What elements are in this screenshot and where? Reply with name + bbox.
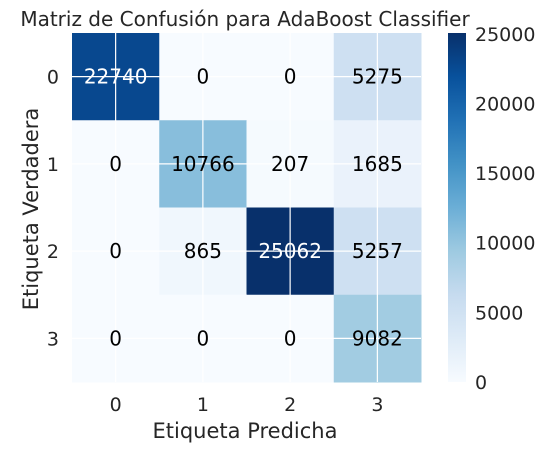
colorbar-ticks: 0 5000 10000 15000 20000 25000 bbox=[475, 24, 535, 394]
y-axis-ticks: 0 1 2 3 bbox=[47, 67, 59, 351]
cell-value-label: 0 bbox=[284, 65, 297, 89]
x-tick-label: 0 bbox=[110, 394, 122, 416]
cell-value-label: 25062 bbox=[258, 239, 322, 263]
cell-value-label: 0 bbox=[284, 326, 297, 350]
chart-title: Matriz de Confusión para AdaBoost Classi… bbox=[20, 7, 470, 31]
x-tick-label: 3 bbox=[371, 394, 383, 416]
cell-value-label: 865 bbox=[184, 239, 222, 263]
y-tick-label: 0 bbox=[47, 67, 59, 89]
cell-value-label: 10766 bbox=[171, 152, 235, 176]
colorbar-tick-label: 10000 bbox=[475, 233, 535, 255]
colorbar-tick-label: 0 bbox=[475, 372, 487, 394]
colorbar-tick-label: 20000 bbox=[475, 93, 535, 115]
colorbar: 0 5000 10000 15000 20000 25000 bbox=[448, 24, 535, 394]
colorbar-tick-label: 5000 bbox=[475, 302, 523, 324]
x-tick-label: 2 bbox=[284, 394, 296, 416]
grid-lines bbox=[72, 33, 421, 382]
cell-value-label: 1685 bbox=[352, 152, 403, 176]
x-axis-label: Etiqueta Predicha bbox=[153, 419, 338, 443]
cell-value-label: 0 bbox=[109, 326, 122, 350]
y-tick-label: 2 bbox=[47, 241, 59, 263]
cell-value-label: 0 bbox=[109, 152, 122, 176]
colorbar-tick-label: 25000 bbox=[475, 24, 535, 46]
cell-value-labels: 22740 0 0 5275 0 10766 207 1685 0 865 25062 5257 0 0 0… bbox=[84, 65, 403, 351]
cell-value-label: 207 bbox=[271, 152, 309, 176]
y-axis-label: Etiqueta Verdadera bbox=[19, 108, 43, 311]
cell-value-label: 0 bbox=[197, 65, 210, 89]
cell-value-label: 5275 bbox=[352, 65, 403, 89]
y-tick-label: 3 bbox=[47, 328, 59, 350]
cell-value-label: 0 bbox=[109, 239, 122, 263]
colorbar-tick-label: 15000 bbox=[475, 163, 535, 185]
colorbar-gradient bbox=[448, 33, 466, 382]
cell-value-label: 5257 bbox=[352, 239, 403, 263]
y-tick-label: 1 bbox=[47, 154, 59, 176]
cell-value-label: 9082 bbox=[352, 326, 403, 350]
x-tick-label: 1 bbox=[197, 394, 209, 416]
cell-value-label: 0 bbox=[197, 326, 210, 350]
x-axis-ticks: 0 1 2 3 bbox=[110, 394, 384, 416]
cell-value-label: 22740 bbox=[84, 65, 148, 89]
